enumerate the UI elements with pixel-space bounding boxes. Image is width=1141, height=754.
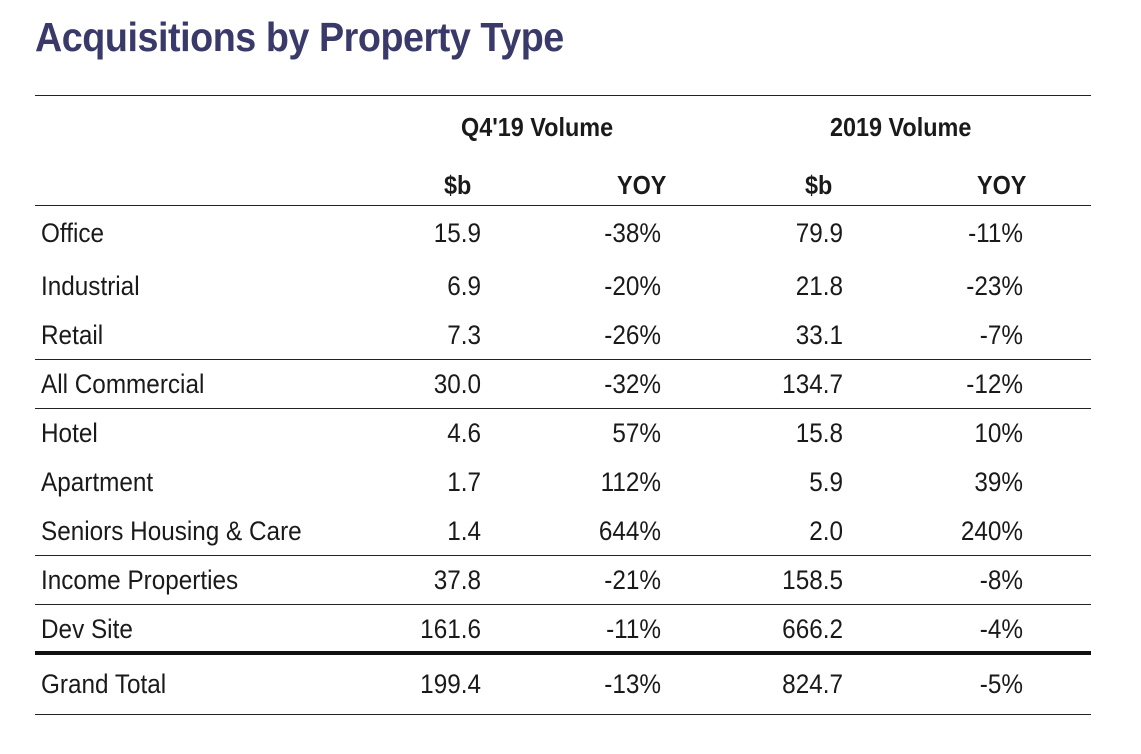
- q4-yoy-value: 112%: [600, 467, 661, 497]
- q4-yoy-value: 57%: [612, 418, 661, 448]
- q4-yoy-value: -32%: [604, 369, 661, 399]
- 2019-volume-value: 33.1: [795, 320, 843, 350]
- q4-volume-value: 6.9: [447, 271, 481, 301]
- row-label: Apartment: [41, 467, 154, 497]
- 2019-yoy-value: -23%: [966, 271, 1023, 301]
- 2019-yoy-value: 240%: [960, 516, 1023, 546]
- 2019-yoy-value: -4%: [979, 614, 1023, 644]
- q4-yoy-value: -20%: [604, 271, 661, 301]
- 2019-volume-value: 2.0: [809, 516, 843, 546]
- row-label: Income Properties: [41, 565, 239, 595]
- q4-volume-value: 161.6: [420, 614, 481, 644]
- 2019-yoy-value: -11%: [968, 218, 1023, 248]
- row-label: Retail: [41, 320, 104, 350]
- q4-yoy-value: -13%: [604, 669, 661, 699]
- 2019-volume-value: 21.8: [795, 271, 843, 301]
- q4-volume-value: 30.0: [433, 369, 481, 399]
- q4-volume-value: 15.9: [433, 218, 481, 248]
- row-label: Dev Site: [41, 614, 133, 644]
- group-rule: [35, 604, 1091, 605]
- page-title: Acquisitions by Property Type: [35, 14, 564, 60]
- 2019-volume-value: 666.2: [782, 614, 843, 644]
- group-rule: [35, 359, 1091, 360]
- group-header-q4: Q4'19 Volume: [461, 112, 614, 142]
- row-label: Industrial: [41, 271, 140, 301]
- top-rule: [35, 95, 1091, 96]
- bottom-rule: [35, 714, 1091, 715]
- row-label: Grand Total: [41, 669, 167, 699]
- q4-yoy-value: -26%: [604, 320, 661, 350]
- row-label: Office: [41, 218, 105, 248]
- row-label: Hotel: [41, 418, 98, 448]
- group-rule: [35, 555, 1091, 556]
- 2019-volume-value: 824.7: [782, 669, 843, 699]
- subheader-q4-volume: $b: [444, 170, 472, 200]
- 2019-yoy-value: -12%: [966, 369, 1023, 399]
- header-rule: [35, 205, 1091, 206]
- 2019-yoy-value: 10%: [974, 418, 1023, 448]
- 2019-yoy-value: -7%: [979, 320, 1023, 350]
- 2019-yoy-value: 39%: [974, 467, 1023, 497]
- q4-volume-value: 1.4: [447, 516, 481, 546]
- q4-yoy-value: -21%: [604, 565, 661, 595]
- 2019-yoy-value: -5%: [979, 669, 1023, 699]
- row-label: All Commercial: [41, 369, 205, 399]
- q4-yoy-value: -38%: [604, 218, 661, 248]
- q4-volume-value: 7.3: [447, 320, 481, 350]
- q4-volume-value: 199.4: [420, 669, 481, 699]
- row-label: Seniors Housing & Care: [41, 516, 302, 546]
- 2019-volume-value: 15.8: [795, 418, 843, 448]
- group-rule: [35, 408, 1091, 409]
- subheader-2019-yoy: YOY: [977, 170, 1027, 200]
- subheader-q4-yoy: YOY: [617, 170, 667, 200]
- q4-yoy-value: -11%: [606, 614, 661, 644]
- group-header-2019: 2019 Volume: [830, 112, 972, 142]
- 2019-yoy-value: -8%: [979, 565, 1023, 595]
- q4-volume-value: 4.6: [447, 418, 481, 448]
- 2019-volume-value: 158.5: [782, 565, 843, 595]
- 2019-volume-value: 5.9: [809, 467, 843, 497]
- 2019-volume-value: 134.7: [782, 369, 843, 399]
- subheader-2019-volume: $b: [805, 170, 833, 200]
- q4-volume-value: 1.7: [447, 467, 481, 497]
- 2019-volume-value: 79.9: [795, 218, 843, 248]
- total-rule: [35, 651, 1091, 655]
- q4-yoy-value: 644%: [598, 516, 661, 546]
- q4-volume-value: 37.8: [433, 565, 481, 595]
